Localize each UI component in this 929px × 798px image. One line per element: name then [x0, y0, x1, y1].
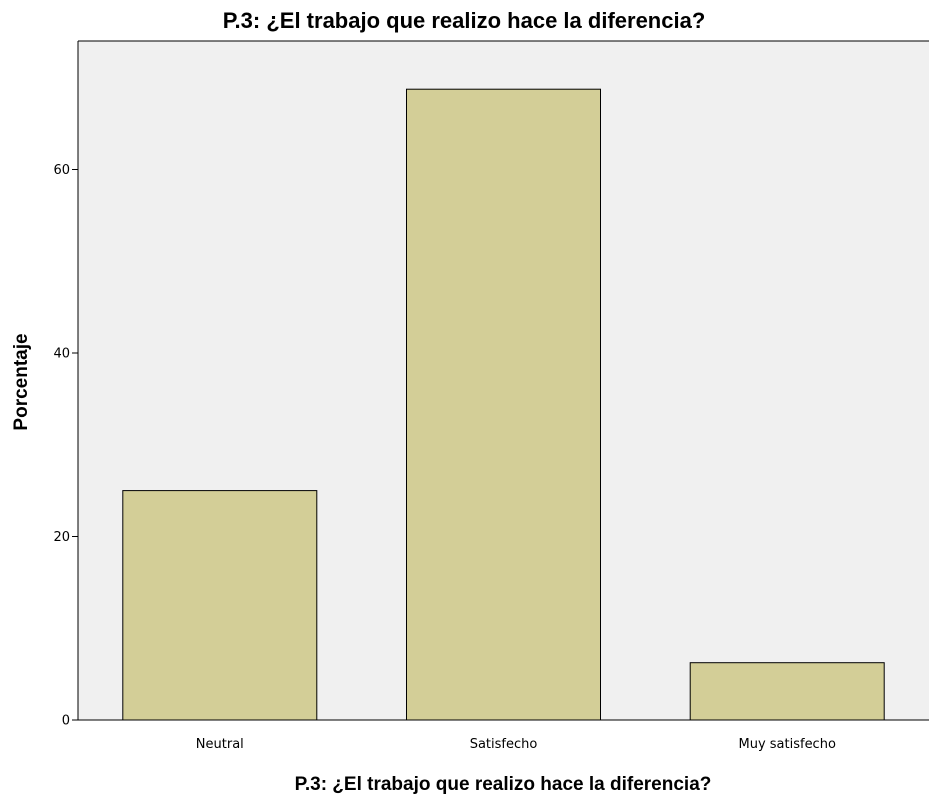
x-tick-label: Muy satisfecho	[738, 737, 835, 752]
x-tick-label: Neutral	[196, 737, 244, 752]
x-axis-title: P.3: ¿El trabajo que realizo hace la dif…	[295, 774, 712, 795]
y-axis-title: Porcentaje	[11, 333, 32, 430]
bar-muy-satisfecho	[689, 662, 885, 721]
y-axis-ticks: 0 20 40 60	[53, 163, 78, 729]
bar-satisfecho	[406, 88, 601, 721]
y-tick-label: 60	[53, 163, 70, 178]
bar-neutral	[122, 490, 318, 721]
y-tick-label: 20	[53, 530, 70, 545]
y-tick-label: 40	[53, 347, 70, 362]
bars-group	[122, 88, 885, 721]
y-tick-label: 0	[62, 714, 70, 729]
chart-title: P.3: ¿El trabajo que realizo hace la dif…	[223, 8, 706, 33]
x-axis-ticks: Neutral Satisfecho Muy satisfecho	[196, 737, 836, 752]
x-tick-label: Satisfecho	[470, 737, 538, 752]
